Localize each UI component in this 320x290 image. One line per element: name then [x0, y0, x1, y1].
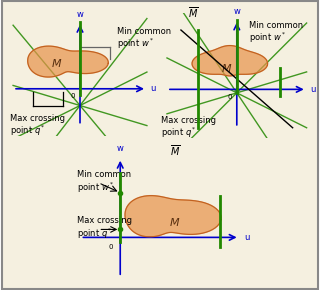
Text: Min common: Min common	[117, 27, 171, 36]
Text: Max crossing: Max crossing	[77, 215, 132, 224]
Text: $\overline{M}$: $\overline{M}$	[170, 143, 180, 158]
Text: u: u	[150, 84, 156, 93]
Text: point $q^*$: point $q^*$	[77, 226, 113, 241]
Text: $M$: $M$	[51, 57, 62, 69]
Text: $M$: $M$	[169, 216, 180, 229]
Text: point $w^*$: point $w^*$	[117, 37, 154, 51]
Polygon shape	[125, 196, 221, 237]
Polygon shape	[28, 46, 108, 77]
Text: 0: 0	[228, 94, 232, 100]
Text: point $q^*$: point $q^*$	[10, 124, 45, 138]
Text: Min common: Min common	[77, 170, 132, 179]
Polygon shape	[192, 46, 268, 76]
Text: point $w^*$: point $w^*$	[77, 181, 115, 195]
Text: 0: 0	[109, 244, 113, 250]
Text: 0: 0	[71, 93, 75, 99]
Text: point $w^*$: point $w^*$	[249, 31, 286, 45]
Text: u: u	[244, 233, 250, 242]
Text: point $q^*$: point $q^*$	[161, 126, 197, 140]
Text: Max crossing: Max crossing	[161, 116, 216, 125]
Text: u: u	[310, 85, 316, 94]
Text: $\overline{M}$: $\overline{M}$	[188, 5, 199, 19]
Text: w: w	[233, 7, 240, 16]
Text: Max crossing: Max crossing	[10, 114, 65, 123]
Text: w: w	[76, 10, 84, 19]
Text: $M$: $M$	[221, 62, 232, 75]
Text: w: w	[117, 144, 124, 153]
Text: Min common: Min common	[249, 21, 303, 30]
